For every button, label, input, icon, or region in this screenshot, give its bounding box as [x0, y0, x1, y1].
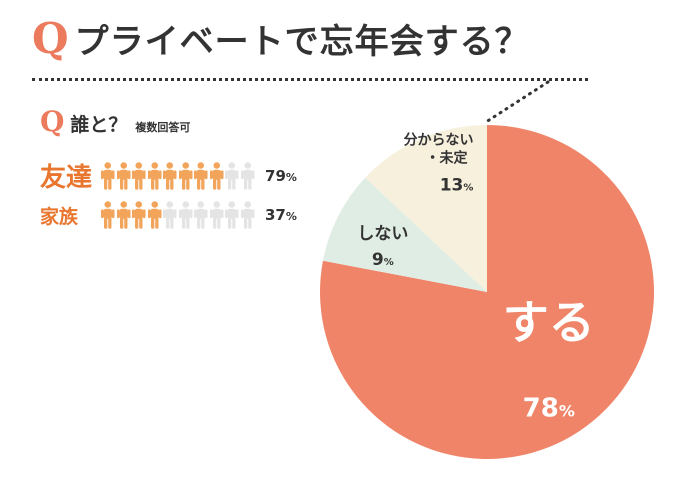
person-icon	[224, 161, 239, 190]
person-icon-row-family	[100, 201, 255, 229]
person-icon	[193, 161, 208, 190]
page-title: Q プライベートで忘年会する？	[32, 18, 530, 60]
person-icon	[240, 201, 255, 229]
multiple-answer-note: 複数回答可	[135, 121, 191, 134]
pie-slice-name: しない	[357, 224, 408, 244]
pie-slice	[365, 125, 487, 292]
pie-slice-percent: 9%	[372, 250, 394, 270]
q-mark: Q	[32, 14, 69, 63]
person-icon	[147, 161, 162, 190]
companion-percent-family: 37%	[265, 206, 297, 224]
sub-q-mark: Q	[40, 105, 65, 138]
companion-percent-friends: 79%	[265, 166, 297, 185]
person-icon	[178, 201, 193, 229]
pie-slice-name: 分からない	[404, 133, 474, 149]
person-icon	[209, 201, 224, 229]
person-icon	[178, 161, 193, 190]
companion-label-friends: 友達	[40, 163, 93, 193]
pie-slice-label: 分からない・未定 13%	[404, 133, 474, 196]
person-icon	[116, 161, 131, 190]
person-icon-row-friends	[100, 161, 255, 190]
person-icon	[224, 201, 239, 229]
pie-slice-label: する 78%	[503, 296, 595, 424]
companion-label-family: 家族	[40, 205, 79, 228]
pie-slice-label: しない 9%	[357, 224, 408, 270]
sub-question-text: 誰と？	[70, 114, 128, 136]
person-icon	[209, 161, 224, 190]
person-icon	[193, 201, 208, 229]
pie-slice	[322, 177, 487, 292]
pie-slice-name: ・未定	[426, 150, 468, 167]
person-icon	[162, 161, 177, 190]
person-icon	[131, 161, 146, 190]
person-icon	[100, 201, 115, 229]
pie-slice-percent: 78%	[523, 394, 575, 424]
person-icon	[100, 161, 115, 190]
companion-row-friends: 友達 79%	[40, 157, 297, 194]
title-underline	[32, 78, 588, 81]
sub-question: Q 誰と？ 複数回答可	[40, 108, 190, 137]
person-icon	[240, 161, 255, 190]
companion-row-family: 家族 37%	[40, 201, 297, 229]
question-text: プライベートで忘年会する？	[74, 22, 530, 62]
person-icon	[131, 201, 146, 229]
person-icon	[162, 201, 177, 229]
pie-slice-percent: 13%	[440, 176, 474, 196]
person-icon	[116, 201, 131, 229]
pie-slice-name: する	[503, 296, 595, 350]
person-icon	[147, 201, 162, 229]
